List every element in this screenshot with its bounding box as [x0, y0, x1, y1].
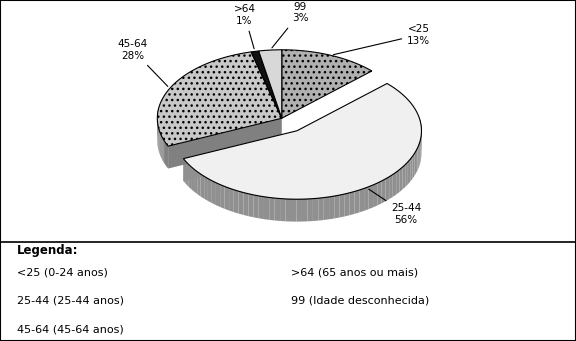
Polygon shape — [259, 196, 264, 219]
Polygon shape — [234, 190, 238, 213]
Polygon shape — [291, 199, 297, 222]
Polygon shape — [377, 181, 381, 206]
Polygon shape — [396, 170, 399, 194]
Polygon shape — [183, 159, 185, 184]
Polygon shape — [389, 175, 393, 199]
Polygon shape — [160, 133, 161, 157]
Polygon shape — [297, 199, 302, 222]
Polygon shape — [191, 167, 194, 192]
Polygon shape — [329, 196, 334, 219]
Polygon shape — [163, 139, 164, 163]
Polygon shape — [406, 162, 408, 187]
Polygon shape — [416, 148, 418, 173]
Polygon shape — [161, 135, 162, 159]
Text: 45-64 (45-64 anos): 45-64 (45-64 anos) — [17, 325, 124, 335]
Polygon shape — [244, 193, 248, 216]
Text: 25-44 (25-44 anos): 25-44 (25-44 anos) — [17, 296, 124, 306]
Polygon shape — [399, 167, 403, 192]
Polygon shape — [164, 140, 165, 164]
Polygon shape — [229, 188, 234, 212]
Polygon shape — [220, 184, 225, 209]
Polygon shape — [313, 198, 319, 221]
Polygon shape — [403, 165, 406, 190]
Text: 45-64
28%: 45-64 28% — [118, 39, 168, 86]
Polygon shape — [381, 179, 385, 204]
Polygon shape — [324, 197, 329, 220]
Text: <25 (0-24 anos): <25 (0-24 anos) — [17, 267, 108, 277]
Polygon shape — [355, 190, 359, 214]
Polygon shape — [418, 145, 419, 170]
Polygon shape — [412, 153, 414, 179]
Polygon shape — [197, 172, 200, 196]
Polygon shape — [364, 187, 369, 211]
Polygon shape — [275, 198, 280, 221]
Polygon shape — [216, 183, 220, 207]
Polygon shape — [251, 51, 282, 118]
Text: >64 (65 anos ou mais): >64 (65 anos ou mais) — [291, 267, 418, 277]
Polygon shape — [419, 118, 420, 143]
Polygon shape — [350, 191, 355, 215]
Polygon shape — [204, 176, 208, 201]
Text: >64
1%: >64 1% — [233, 4, 255, 49]
Polygon shape — [183, 131, 297, 181]
Polygon shape — [414, 151, 416, 176]
Text: 25-44
56%: 25-44 56% — [369, 189, 422, 225]
Polygon shape — [408, 159, 410, 184]
Polygon shape — [225, 187, 229, 210]
Polygon shape — [319, 198, 324, 221]
Polygon shape — [264, 197, 270, 220]
Polygon shape — [410, 157, 412, 182]
Polygon shape — [166, 143, 167, 167]
Polygon shape — [157, 52, 282, 146]
Polygon shape — [167, 145, 168, 168]
Polygon shape — [185, 161, 188, 187]
Polygon shape — [212, 181, 216, 205]
Polygon shape — [200, 174, 204, 199]
Polygon shape — [238, 191, 244, 215]
Polygon shape — [194, 169, 197, 194]
Polygon shape — [373, 183, 377, 207]
Polygon shape — [208, 179, 212, 203]
Polygon shape — [334, 195, 339, 219]
Polygon shape — [259, 50, 282, 118]
Text: 99
3%: 99 3% — [272, 2, 309, 48]
Polygon shape — [344, 193, 350, 217]
Polygon shape — [253, 195, 259, 218]
Polygon shape — [339, 194, 344, 218]
Polygon shape — [270, 197, 275, 221]
Polygon shape — [393, 172, 396, 197]
Polygon shape — [302, 199, 308, 222]
Polygon shape — [188, 164, 191, 189]
Polygon shape — [162, 138, 163, 162]
Polygon shape — [165, 142, 166, 166]
Text: <25
13%: <25 13% — [334, 24, 430, 55]
Polygon shape — [420, 121, 421, 146]
Polygon shape — [419, 142, 420, 167]
Polygon shape — [308, 199, 313, 221]
Polygon shape — [248, 194, 253, 217]
Polygon shape — [280, 198, 286, 221]
Polygon shape — [359, 189, 364, 212]
Polygon shape — [286, 199, 291, 222]
Polygon shape — [183, 84, 422, 199]
Text: Legenda:: Legenda: — [17, 244, 79, 257]
Polygon shape — [282, 50, 372, 118]
Text: 99 (Idade desconhecida): 99 (Idade desconhecida) — [291, 296, 429, 306]
Polygon shape — [385, 177, 389, 202]
Polygon shape — [369, 185, 373, 209]
Polygon shape — [168, 118, 282, 168]
